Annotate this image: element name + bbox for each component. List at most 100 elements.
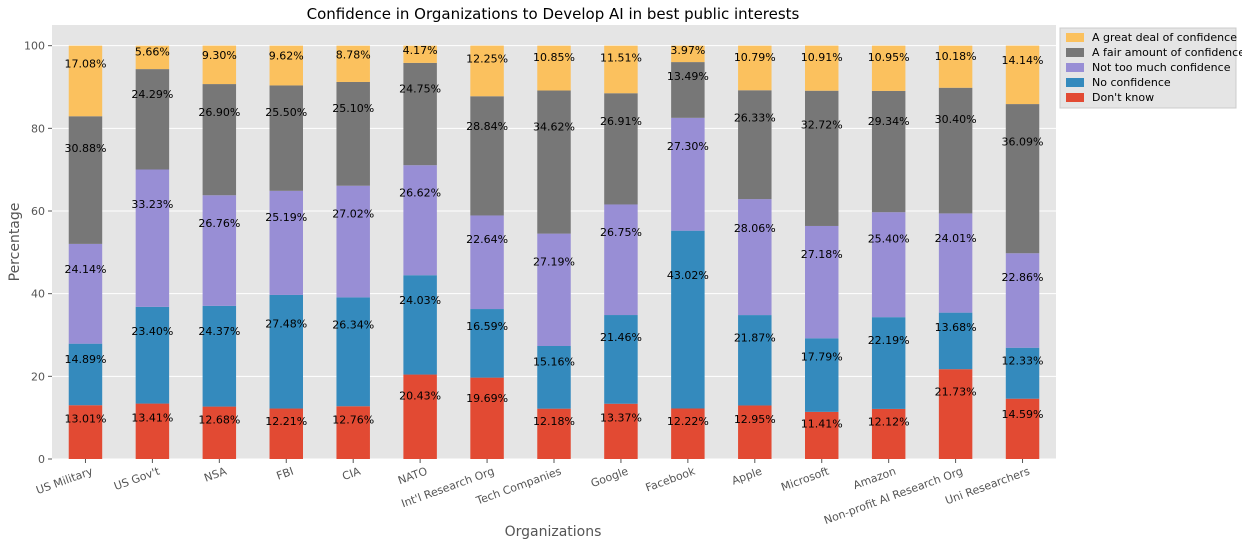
bar-segment (871, 212, 906, 318)
bar-segment (671, 117, 705, 231)
bar-value-label: 25.10% (332, 102, 374, 115)
bar-value-label: 19.69% (466, 392, 508, 405)
legend-label: Not too much confidence (1092, 61, 1231, 74)
bar-segment (269, 85, 303, 191)
bar-value-label: 25.40% (868, 232, 910, 245)
bar-value-label: 24.03% (399, 294, 441, 307)
legend-label: No confidence (1092, 76, 1171, 89)
bar-segment (537, 233, 571, 346)
bar-value-label: 24.14% (64, 263, 106, 276)
bar-segment (871, 317, 906, 409)
bar-value-label: 10.91% (801, 51, 843, 64)
bar-value-label: 27.30% (667, 140, 709, 153)
bar-value-label: 21.73% (935, 386, 977, 399)
bar-value-label: 26.62% (399, 187, 441, 200)
bar-segment (470, 215, 504, 310)
bar-segment (403, 62, 437, 166)
bar-segment (336, 45, 370, 82)
bar-value-label: 10.79% (734, 51, 776, 64)
bar-segment (336, 81, 370, 186)
bar-value-label: 14.14% (1002, 54, 1044, 67)
bar-value-label: 24.29% (131, 88, 173, 101)
x-tick-label: US Military (34, 464, 95, 497)
bar-value-label: 33.23% (131, 198, 173, 211)
bar-value-label: 3.97% (670, 44, 705, 57)
bar-segment (202, 195, 237, 306)
legend-swatch (1066, 93, 1084, 102)
bar-segment (537, 345, 571, 409)
y-tick-label: 40 (31, 288, 45, 301)
x-tick-label: Apple (730, 465, 764, 488)
bar-value-label: 10.18% (935, 50, 977, 63)
bar-segment (805, 411, 839, 459)
legend-swatch (1066, 63, 1084, 72)
bar-segment (671, 408, 705, 459)
bar-segment (403, 374, 437, 459)
bar-segment (871, 408, 906, 459)
bar-value-label: 25.50% (265, 106, 307, 119)
bar-segment (68, 343, 103, 406)
bar-value-label: 12.76% (332, 413, 374, 426)
bar-segment (1005, 45, 1040, 105)
bar-segment (269, 190, 303, 295)
bar-value-label: 30.40% (935, 113, 977, 126)
legend-swatch (1066, 78, 1084, 87)
bar-segment (871, 90, 906, 213)
bar-value-label: 14.89% (64, 353, 106, 366)
bar-value-label: 20.43% (399, 390, 441, 403)
x-tick-label: Amazon (851, 465, 897, 492)
bar-value-label: 22.64% (466, 233, 508, 246)
bar-value-label: 12.12% (868, 415, 910, 428)
legend-swatch (1066, 48, 1084, 57)
x-axis-label: Organizations (505, 524, 602, 540)
bar-value-label: 12.68% (198, 414, 240, 427)
bar-segment (135, 169, 170, 307)
bar-segment (135, 306, 170, 404)
bar-value-label: 36.09% (1002, 135, 1044, 148)
bar-value-label: 15.16% (533, 356, 575, 369)
bar-value-label: 17.08% (64, 57, 106, 70)
bar-value-label: 32.72% (801, 119, 843, 132)
bar-segment (604, 204, 638, 316)
bar-value-label: 12.33% (1002, 354, 1044, 367)
bar-value-label: 22.19% (868, 334, 910, 347)
bar-value-label: 43.02% (667, 269, 709, 282)
legend: A great deal of confidence A fair amount … (1059, 27, 1242, 109)
bar-value-label: 13.49% (667, 70, 709, 83)
bar-value-label: 23.40% (131, 325, 173, 338)
bar-segment (738, 405, 772, 459)
bar-value-label: 17.79% (801, 351, 843, 364)
bar-value-label: 12.18% (533, 415, 575, 428)
bar-value-label: 28.06% (734, 222, 776, 235)
bar-segment (671, 230, 705, 409)
bar-segment (68, 405, 103, 459)
bar-value-label: 9.62% (269, 50, 304, 63)
bar-segment (805, 90, 839, 226)
bar-value-label: 21.87% (734, 332, 776, 345)
bar-value-label: 25.19% (265, 211, 307, 224)
bar-value-label: 27.48% (265, 317, 307, 330)
bar-value-label: 21.46% (600, 331, 642, 344)
bar-value-label: 22.86% (1002, 271, 1044, 284)
bar-value-label: 8.78% (336, 49, 371, 62)
bar-value-label: 14.59% (1002, 408, 1044, 421)
x-tick-label: Google (589, 465, 630, 491)
bar-segment (470, 377, 504, 459)
bar-segment (403, 45, 437, 63)
bar-value-label: 26.90% (198, 106, 240, 119)
bar-segment (336, 185, 370, 298)
x-tick-label: US Gov't (112, 464, 162, 493)
x-tick-label: NATO (396, 464, 429, 487)
bar-segment (604, 93, 638, 205)
legend-label: A great deal of confidence (1092, 31, 1237, 44)
bars (68, 45, 1040, 459)
bar-segment (336, 406, 370, 459)
bar-segment (135, 69, 170, 170)
y-tick-label: 20 (31, 370, 45, 383)
x-tick-label: FBI (275, 465, 296, 483)
bar-value-label: 16.59% (466, 320, 508, 333)
bar-segment (202, 84, 237, 196)
